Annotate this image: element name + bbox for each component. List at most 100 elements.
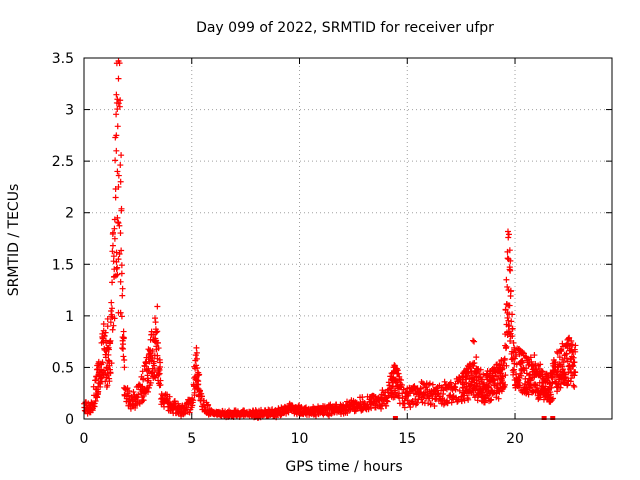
data-point xyxy=(114,271,121,278)
data-point xyxy=(344,410,351,417)
data-point xyxy=(571,359,578,366)
data-point xyxy=(145,384,152,391)
data-point xyxy=(560,359,567,366)
y-tick-label: 0 xyxy=(65,412,74,428)
data-point xyxy=(152,338,159,345)
data-point xyxy=(156,370,163,377)
data-point xyxy=(120,353,127,360)
data-point xyxy=(414,399,421,406)
data-point xyxy=(501,355,508,362)
data-point xyxy=(135,391,142,398)
data-point xyxy=(475,391,482,398)
data-point xyxy=(427,400,434,407)
data-point xyxy=(503,343,510,350)
data-point xyxy=(110,322,117,329)
data-point xyxy=(107,337,114,344)
zero-marker xyxy=(392,416,398,420)
data-point xyxy=(447,379,454,386)
data-point xyxy=(195,369,202,376)
zero-marker xyxy=(550,416,556,420)
data-point xyxy=(401,404,408,411)
data-point xyxy=(105,344,112,351)
data-point xyxy=(117,230,124,237)
data-point xyxy=(101,332,108,339)
data-point xyxy=(506,266,513,273)
data-point xyxy=(496,361,503,368)
data-point xyxy=(198,393,205,400)
data-point xyxy=(118,207,125,214)
data-point xyxy=(105,351,112,358)
data-point xyxy=(410,400,417,407)
data-point xyxy=(539,368,546,375)
y-tick-label: 3.5 xyxy=(52,51,74,67)
data-point xyxy=(152,319,159,326)
data-point xyxy=(504,314,511,321)
data-point xyxy=(505,317,512,324)
data-point xyxy=(107,319,114,326)
data-point xyxy=(115,100,122,107)
data-point xyxy=(547,391,554,398)
data-point xyxy=(109,242,116,249)
data-point xyxy=(115,172,122,179)
data-point xyxy=(456,387,463,394)
data-point xyxy=(470,362,477,369)
data-point xyxy=(431,403,438,410)
data-point xyxy=(108,360,115,367)
data-point xyxy=(113,132,120,139)
data-point xyxy=(511,366,518,373)
data-point xyxy=(115,256,122,263)
data-point xyxy=(395,370,402,377)
data-point xyxy=(504,248,511,255)
data-point xyxy=(387,373,394,380)
data-point xyxy=(116,60,123,67)
data-point xyxy=(109,248,116,255)
data-point xyxy=(110,229,117,236)
data-point xyxy=(516,382,523,389)
data-point xyxy=(196,387,203,394)
data-point xyxy=(117,309,124,316)
data-point xyxy=(548,384,555,391)
data-point xyxy=(114,123,121,130)
data-point xyxy=(521,350,528,357)
data-point xyxy=(525,391,532,398)
data-point xyxy=(542,383,549,390)
data-point xyxy=(104,345,111,352)
data-point xyxy=(509,311,516,318)
data-point xyxy=(120,328,127,335)
data-point xyxy=(391,362,398,369)
data-point xyxy=(109,305,116,312)
data-point xyxy=(508,318,515,325)
data-point xyxy=(397,376,404,383)
data-point xyxy=(471,338,478,345)
data-point xyxy=(507,333,514,340)
data-point xyxy=(570,382,577,389)
data-point xyxy=(505,231,512,238)
data-point xyxy=(359,394,366,401)
data-point xyxy=(114,214,121,221)
data-point xyxy=(120,335,127,342)
data-point xyxy=(110,253,117,260)
data-point xyxy=(110,258,117,265)
data-point xyxy=(144,388,151,395)
data-point xyxy=(109,326,116,333)
axis-ticks: 0 5 10 15 20 0 0.5 1 1.5 2 2.5 3 3.5 xyxy=(52,51,612,447)
y-tick-label: 2 xyxy=(65,206,74,222)
data-point xyxy=(499,373,506,380)
data-point xyxy=(115,220,122,227)
data-point xyxy=(118,313,125,320)
data-point xyxy=(401,397,408,404)
data-point xyxy=(531,352,538,359)
data-point xyxy=(505,234,512,241)
data-point xyxy=(469,337,476,344)
data-point xyxy=(97,375,104,382)
data-point xyxy=(473,354,480,361)
x-tick-label: 20 xyxy=(506,431,524,447)
data-point xyxy=(145,356,152,363)
data-point xyxy=(117,278,124,285)
data-point xyxy=(166,393,173,400)
data-point xyxy=(394,367,401,374)
data-point xyxy=(118,262,125,269)
data-point xyxy=(501,381,508,388)
